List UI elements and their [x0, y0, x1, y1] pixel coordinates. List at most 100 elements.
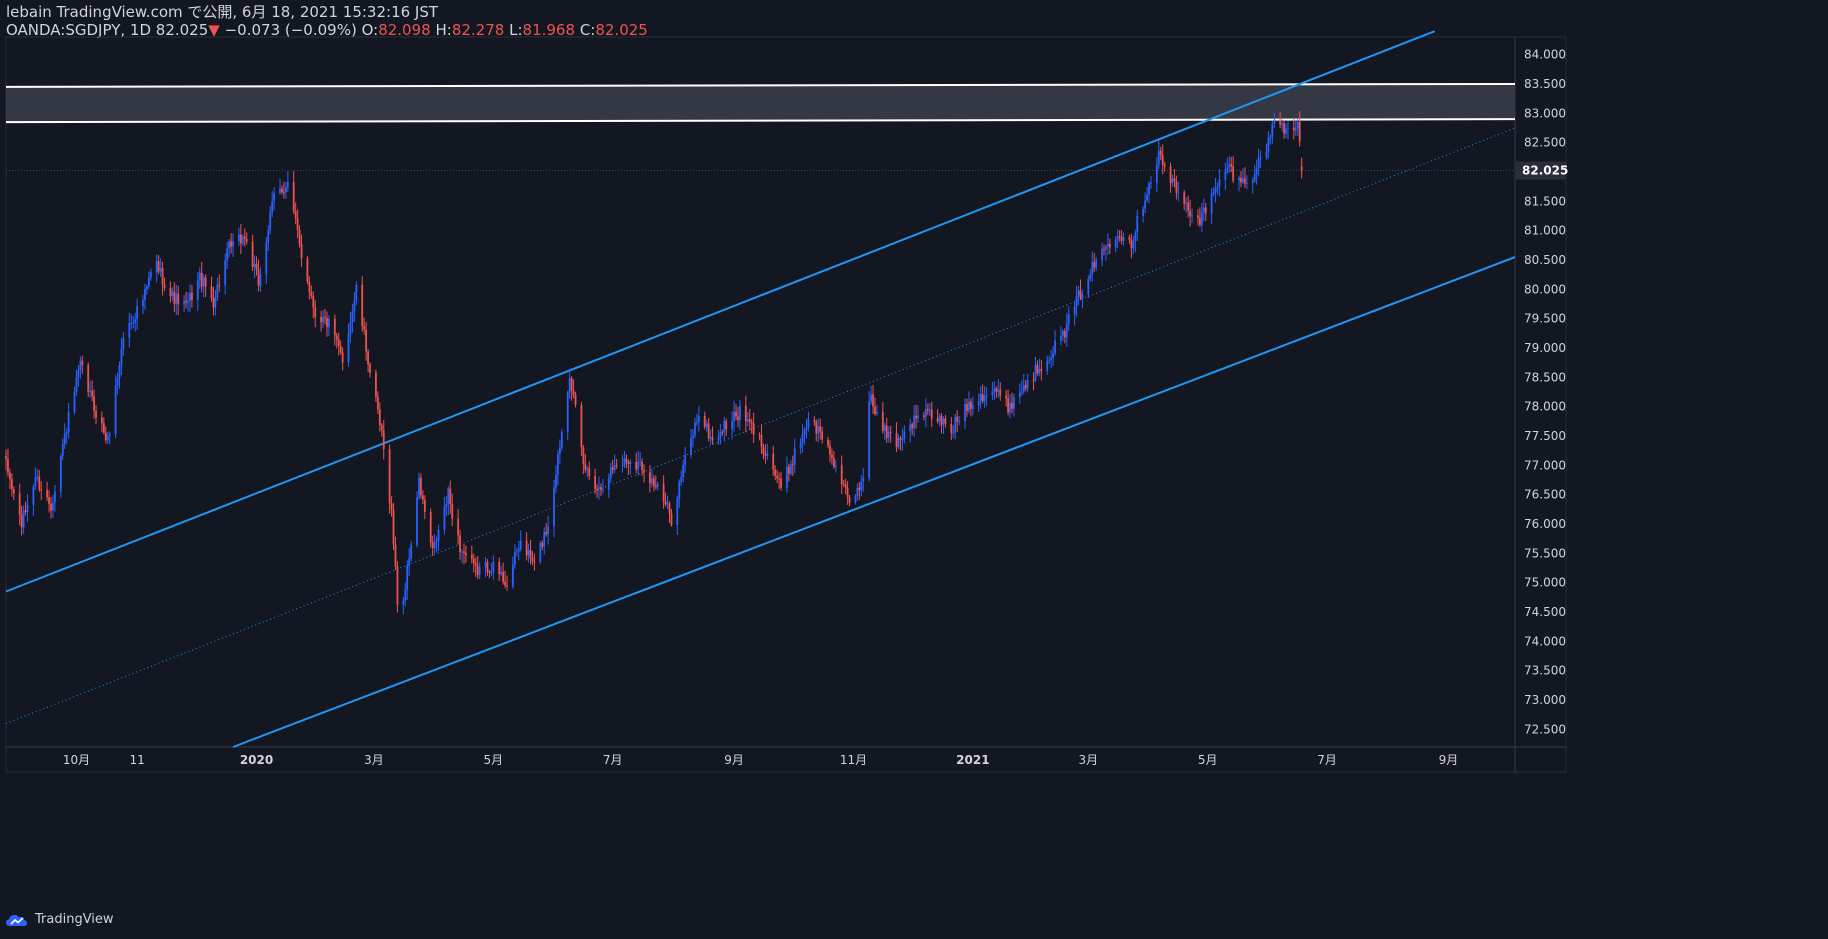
time-tick-label: 5月 — [1198, 753, 1218, 767]
candle-body — [224, 260, 227, 286]
price-axis[interactable]: 72.500 73.000 73.500 74.000 74.500 75.000 75.5… — [1516, 48, 1568, 737]
candle-body — [547, 526, 550, 535]
candle-body — [558, 447, 561, 455]
candle-body — [611, 467, 614, 470]
candle-body — [954, 416, 957, 433]
candle-body — [791, 464, 794, 466]
candle-body — [1281, 123, 1283, 125]
candle-body — [457, 518, 460, 536]
candle-body — [983, 395, 986, 402]
candle-body — [390, 503, 393, 510]
resistance-zone-bottom-line[interactable] — [5, 118, 1516, 124]
candle-body — [682, 464, 685, 478]
candle-body — [752, 423, 755, 435]
candle-body — [1150, 183, 1152, 185]
candle-body — [733, 411, 735, 422]
candle-body — [923, 415, 925, 417]
candle-body — [529, 549, 532, 559]
candle-body — [627, 461, 630, 465]
candle-body — [958, 421, 961, 423]
candle-body — [257, 269, 260, 286]
candle-body — [909, 424, 912, 432]
candle-body — [392, 509, 395, 545]
candle-body — [210, 286, 213, 298]
candle-body — [20, 514, 23, 528]
candle-body — [1224, 171, 1227, 180]
candle-body — [1244, 178, 1246, 184]
candle-body — [146, 286, 148, 290]
candle-body — [512, 564, 514, 587]
candle-body — [1040, 369, 1043, 371]
candle-body — [149, 272, 152, 278]
candle-body — [842, 483, 845, 485]
channel-upper-line[interactable] — [5, 30, 1436, 593]
candle-body — [872, 394, 874, 407]
candle-body — [762, 446, 765, 454]
candle-body — [1157, 150, 1160, 165]
candle-body — [887, 431, 890, 438]
candle-body — [1173, 178, 1176, 182]
candle-body — [1075, 295, 1078, 307]
candle-body — [437, 529, 440, 541]
candle-body — [48, 497, 50, 504]
candle-body — [1163, 164, 1166, 167]
candle-body — [952, 432, 955, 434]
candle-body — [596, 488, 598, 490]
candle-body — [844, 484, 847, 488]
candle-body — [423, 499, 426, 512]
footer: TradingView — [6, 912, 114, 927]
price-tick-label: 84.000 — [1524, 48, 1566, 62]
low-value: 81.968 — [522, 21, 576, 39]
time-tick-label: 3月 — [1079, 753, 1099, 767]
price-tick-label: 72.500 — [1524, 722, 1566, 736]
published-info: lebain TradingView.com で公開, 6月 18, 2021 … — [6, 3, 439, 21]
candle-body — [1232, 166, 1235, 181]
channel-lower-line[interactable] — [232, 256, 1516, 748]
candle-body — [731, 421, 734, 430]
candle-body — [666, 503, 669, 505]
high-value: 82.278 — [451, 21, 505, 39]
candle-body — [1271, 123, 1274, 138]
candle-body — [629, 461, 632, 465]
resistance-zone[interactable] — [5, 82, 1516, 171]
candle-body — [433, 541, 436, 549]
candle-body — [1200, 211, 1203, 225]
candle-body — [128, 323, 131, 338]
candle-body — [52, 502, 54, 511]
candle-body — [1052, 353, 1055, 359]
candle-body — [662, 483, 665, 502]
candle-body — [449, 488, 452, 504]
channel-middle-line[interactable] — [5, 127, 1516, 724]
candle-body — [5, 456, 7, 460]
candle-body — [609, 467, 612, 479]
candle-body — [355, 284, 358, 301]
candle-body — [1161, 155, 1164, 165]
parallel-channel[interactable] — [5, 30, 1516, 748]
tradingview-cloud-logo-icon — [6, 914, 27, 926]
candle-body — [73, 392, 76, 412]
candle-body — [938, 415, 941, 422]
candle-body — [1034, 364, 1037, 381]
candle-body — [380, 425, 383, 431]
candle-body — [1026, 379, 1029, 389]
candle-body — [572, 390, 575, 395]
candle-body — [1226, 167, 1229, 172]
candle-body — [1240, 177, 1242, 183]
candle-body — [1253, 173, 1256, 181]
footer-brand[interactable]: TradingView — [35, 912, 114, 927]
resistance-zone-top-line[interactable] — [5, 82, 1516, 88]
candle-body — [300, 244, 303, 259]
candle-body — [1095, 259, 1098, 268]
candle-body — [376, 396, 379, 410]
candle-body — [200, 272, 203, 287]
candle-body — [314, 307, 317, 317]
candle-body — [735, 411, 737, 417]
candle-body — [279, 188, 281, 194]
candle-body — [187, 301, 189, 303]
candle-body — [253, 263, 256, 268]
candle-body — [985, 395, 988, 397]
time-axis[interactable]: 10月 11 2020 3月 5月 7月 9月 11月 2021 3月 5月 7月 9月 — [63, 753, 1458, 767]
candle-body — [337, 339, 340, 347]
candle-body — [1187, 202, 1190, 211]
